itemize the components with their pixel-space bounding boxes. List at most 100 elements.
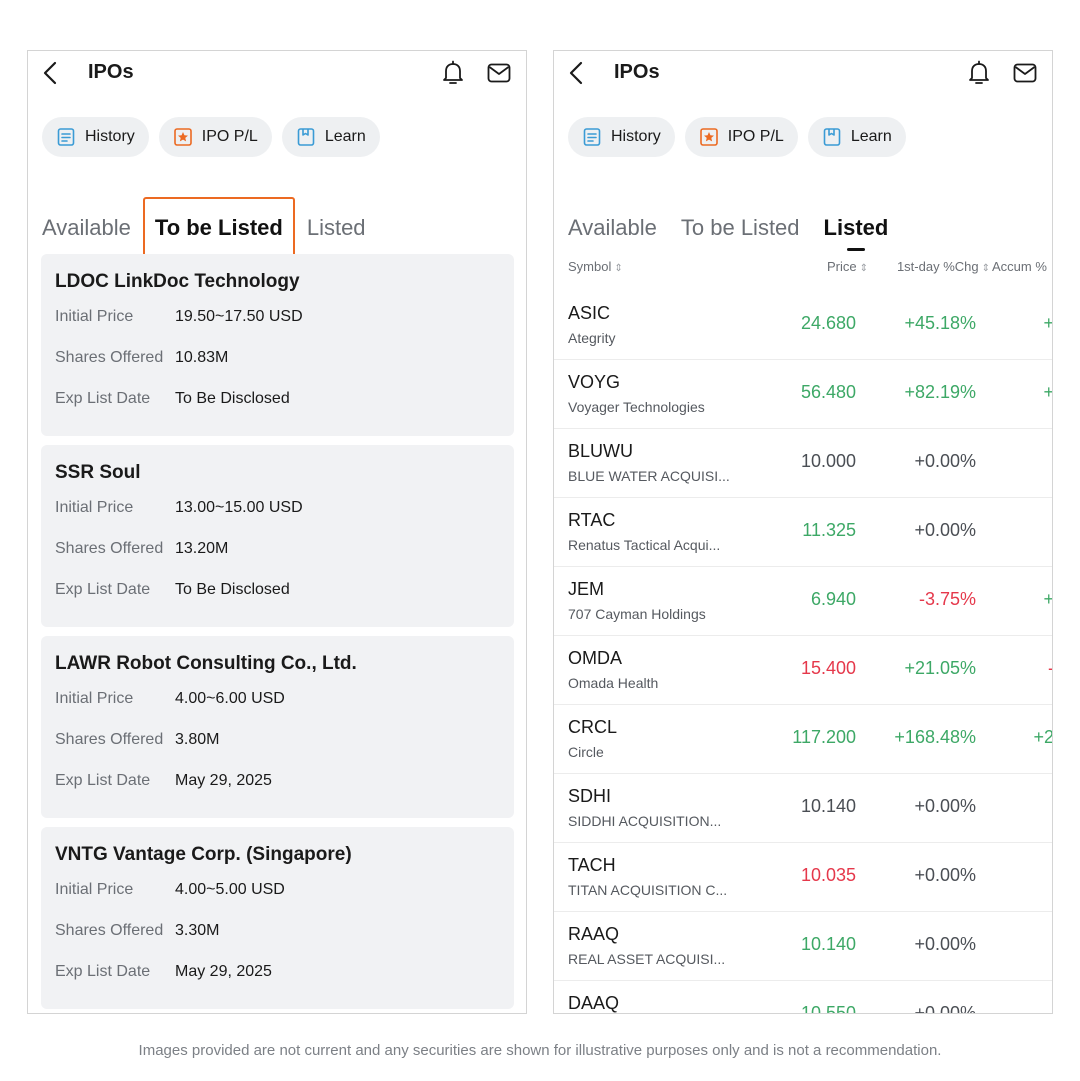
ipo-card[interactable]: SSR Soul Initial Price 13.00~15.00 USD Sh… (41, 445, 514, 627)
row-price: 10.140 (800, 934, 856, 954)
row-company-name: Ategrity (568, 330, 616, 346)
row-company-name: BLUE WATER ACQUISI... (568, 468, 730, 484)
tab-to-be-listed[interactable]: To be Listed (669, 203, 812, 253)
table-row[interactable]: BLUWU BLUE WATER ACQUISI... 10.000 +0.00% +0 (554, 429, 1052, 498)
tab-available[interactable]: Available (42, 203, 143, 253)
ipo-pl-chip[interactable]: IPO P/L (158, 117, 272, 157)
row-accum-chg: +278 (1033, 727, 1053, 747)
sort-icon: ⇕ (614, 263, 623, 274)
table-row[interactable]: RTAC Renatus Tactical Acqui... 11.325 +0.00… (554, 498, 1052, 567)
shortcut-chips: History IPO P/L Learn (42, 117, 380, 157)
row-company-name: Renatus Tactical Acqui... (568, 537, 721, 553)
ipo-card[interactable]: VNTG Vantage Corp. (Singapore) Initial P… (41, 827, 514, 1009)
history-chip[interactable]: History (568, 117, 675, 157)
column-label: Accum % (992, 259, 1047, 274)
column-header-price[interactable]: Price ⇕ (827, 259, 868, 274)
row-symbol: DAAQ (568, 993, 620, 1013)
learn-chip[interactable]: Learn (807, 117, 906, 157)
sort-icon: ⇕ (981, 263, 990, 274)
table-row[interactable]: DAAQ 10.550 +0.00% +0 (554, 981, 1052, 1014)
chip-label: History (85, 128, 135, 145)
ipo-name: LAWR Robot Consulting Co., Ltd. (55, 653, 357, 674)
row-price: 10.000 (800, 451, 856, 471)
field-label: Exp List Date (55, 962, 151, 980)
ipo-tabs: Available To be Listed Listed (568, 203, 900, 253)
row-accum-chg: +0 (1018, 865, 1052, 886)
shares-offered-value: 3.80M (175, 730, 220, 748)
row-price: 117.200 (792, 727, 856, 747)
row-symbol: RTAC (568, 510, 616, 530)
column-label: Symbol (568, 259, 612, 274)
row-accum-chg: +0 (1018, 1003, 1052, 1013)
tab-listed[interactable]: Listed (295, 203, 378, 253)
row-price: 15.400 (800, 658, 856, 678)
tab-available[interactable]: Available (568, 203, 669, 253)
ipo-name: SSR Soul (55, 462, 141, 483)
table-row[interactable]: CRCL Circle 117.200 +168.48% +278 (554, 705, 1053, 774)
row-symbol: RAAQ (568, 924, 620, 944)
table-row[interactable]: JEM 707 Cayman Holdings 6.940 -3.75% +73 (554, 567, 1053, 636)
tab-label: Listed (823, 215, 889, 240)
row-first-day-chg: +0.00% (914, 796, 976, 816)
learn-chip[interactable]: Learn (281, 117, 380, 157)
tab-to-be-listed[interactable]: To be Listed (142, 197, 295, 259)
active-tab-indicator (846, 248, 865, 251)
table-row[interactable]: SDHI SIDDHI ACQUISITION... 10.140 +0.00% +0 (554, 774, 1052, 843)
field-label: Shares Offered (55, 348, 164, 366)
initial-price-row: Initial Price 4.00~6.00 USD (55, 678, 500, 719)
initial-price-row: Initial Price 4.00~5.00 USD (55, 869, 500, 910)
chip-label: History (611, 128, 661, 145)
tab-listed[interactable]: Listed (812, 203, 901, 253)
field-label: Shares Offered (55, 730, 164, 748)
field-label: Initial Price (55, 498, 134, 516)
field-label: Exp List Date (55, 580, 151, 598)
row-symbol: ASIC (568, 303, 611, 323)
mail-icon[interactable] (1012, 60, 1038, 86)
exp-list-date-row: Exp List Date To Be Disclosed (55, 569, 500, 610)
row-symbol: CRCL (568, 717, 618, 737)
table-row[interactable]: ASIC Ategrity 24.680 +45.18% +45 (554, 291, 1052, 360)
row-symbol: OMDA (568, 648, 622, 668)
ipo-screen-listed: IPOs History IPO P/L Learn Available To … (553, 50, 1053, 1014)
table-row[interactable]: TACH TITAN ACQUISITION C... 10.035 +0.00% +0 (554, 843, 1052, 912)
listed-ipo-table: ASIC Ategrity 24.680 +45.18% +45 VOYG Voyager … (554, 291, 1053, 1014)
tab-label: To be Listed (154, 215, 283, 240)
field-label: Initial Price (55, 689, 134, 707)
top-bar: IPOs (28, 51, 526, 95)
table-row[interactable]: VOYG Voyager Technologies 56.480 +82.19% +82 (554, 360, 1052, 429)
ipo-card[interactable]: LAWR Robot Consulting Co., Ltd. Initial … (41, 636, 514, 818)
notification-bell-icon[interactable] (966, 59, 992, 87)
back-arrow-icon[interactable] (566, 60, 588, 86)
exp-list-date-value: May 29, 2025 (175, 771, 272, 789)
column-header-symbol[interactable]: Symbol ⇕ (568, 259, 623, 274)
row-price: 10.035 (800, 865, 856, 885)
back-arrow-icon[interactable] (40, 60, 62, 86)
row-first-day-chg: +0.00% (914, 1003, 976, 1014)
shares-offered-row: Shares Offered 3.30M (55, 910, 500, 951)
history-chip[interactable]: History (42, 117, 149, 157)
shortcut-chips: History IPO P/L Learn (568, 117, 906, 157)
exp-list-date-row: Exp List Date May 29, 2025 (55, 951, 500, 992)
initial-price-row: Initial Price 19.50~17.50 USD (55, 296, 500, 337)
ipo-pl-chip[interactable]: IPO P/L (684, 117, 798, 157)
table-row[interactable]: OMDA Omada Health 15.400 +21.05% -18 (554, 636, 1052, 705)
tab-label: To be Listed (680, 215, 800, 240)
bookmark-book-icon (823, 128, 841, 146)
row-accum-chg: +73 (1043, 589, 1053, 609)
shares-offered-row: Shares Offered 13.20M (55, 528, 500, 569)
ipo-name: VNTG Vantage Corp. (Singapore) (55, 844, 352, 865)
row-price: 56.480 (800, 382, 856, 402)
column-header-first-day-chg[interactable]: 1st-day %Chg ⇕ (897, 259, 990, 274)
tab-label: Available (42, 215, 131, 240)
history-list-icon (57, 128, 75, 146)
column-label: Price (826, 259, 857, 274)
sort-icon: ⇕ (859, 263, 868, 274)
initial-price-value: 13.00~15.00 USD (175, 498, 303, 516)
mail-icon[interactable] (486, 60, 512, 86)
column-header-accum[interactable]: Accum % (992, 259, 1047, 274)
notification-bell-icon[interactable] (440, 59, 466, 87)
shares-offered-value: 10.83M (175, 348, 229, 366)
table-row[interactable]: RAAQ REAL ASSET ACQUISI... 10.140 +0.00% +0 (554, 912, 1052, 981)
ipo-card[interactable]: LDOC LinkDoc Technology Initial Price 19.… (41, 254, 514, 436)
row-company-name: Circle (568, 744, 604, 760)
